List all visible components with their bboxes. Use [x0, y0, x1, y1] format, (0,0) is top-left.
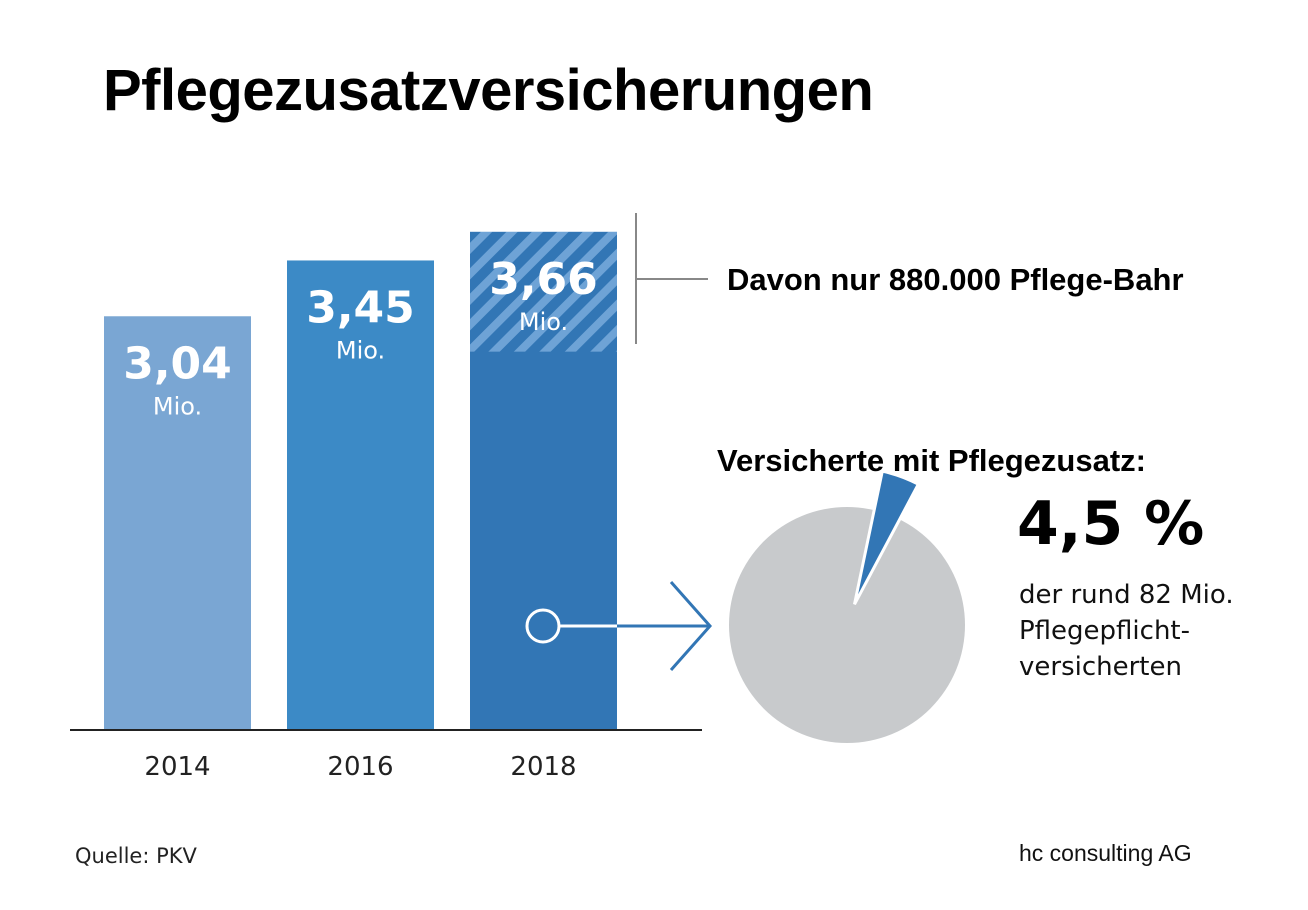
- percent-description-line: Pflegepflicht-: [1019, 616, 1191, 646]
- arrow-head: [669, 581, 713, 671]
- pie-slice-rest: [729, 507, 965, 743]
- bar-2014: [104, 316, 251, 730]
- bar-value-label: 3,04: [123, 338, 232, 389]
- percent-description-line: versicherten: [1019, 652, 1182, 682]
- percent-value: 4,5 %: [1017, 489, 1205, 559]
- brand-label: hc consulting AG: [1019, 840, 1192, 866]
- pflege-bahr-label: Davon nur 880.000 Pflege-Bahr: [727, 262, 1184, 297]
- bar-value-label: 3,45: [306, 282, 415, 333]
- bar-unit-label: Mio.: [153, 392, 202, 420]
- bars-layer: 3,04 Mio. 2014 3,45 Mio. 2016 3,66 Mio. 2018: [104, 231, 617, 782]
- pie-chart: [729, 469, 965, 743]
- percent-description-line: der rund 82 Mio.: [1019, 580, 1234, 610]
- bar-hatched-segment: [470, 231, 617, 352]
- x-tick-label: 2018: [510, 752, 576, 782]
- bar-2016: [287, 260, 434, 730]
- bar-unit-label: Mio.: [519, 308, 568, 336]
- source-note: Quelle: PKV: [75, 844, 197, 868]
- x-tick-label: 2014: [144, 752, 210, 782]
- chart-title: Pflegezusatzversicherungen: [103, 58, 874, 123]
- bar-unit-label: Mio.: [336, 336, 385, 364]
- bar-value-label: 3,66: [489, 254, 598, 305]
- x-tick-label: 2016: [327, 752, 393, 782]
- pie-slice-share: [853, 469, 921, 606]
- percent-description: der rund 82 Mio. Pflegepflicht- versiche…: [1019, 577, 1299, 685]
- pie-heading: Versicherte mit Pflegezusatz:: [717, 443, 1146, 478]
